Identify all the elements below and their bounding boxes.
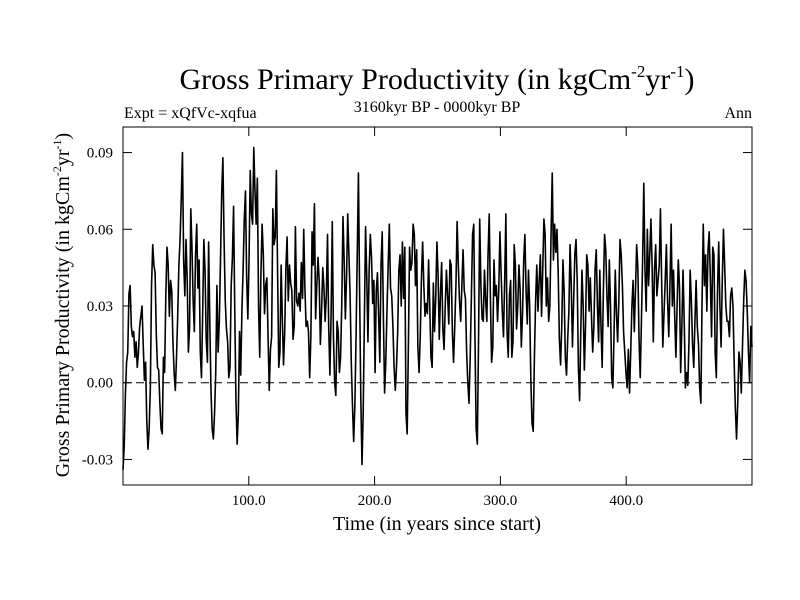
subtitle-experiment: Expt = xQfVc-xqfua (124, 105, 257, 122)
title-main: Gross Primary Productivity (in kgCm (180, 63, 632, 96)
plot-frame (122, 126, 753, 486)
x-tick-label: 100.0 (232, 493, 266, 509)
x-tick-label: 300.0 (484, 493, 518, 509)
series-line-1 (122, 146, 753, 470)
y-axis-label: Gross Primary Productivity (in kgCm-2yr-… (50, 133, 74, 477)
ylabel-main: Gross Primary Productivity (in kgCm (52, 176, 74, 478)
chart-title: Gross Primary Productivity (in kgCm-2yr-… (180, 62, 695, 96)
y-tick-label: 0.03 (87, 299, 113, 315)
y-tick-label: 0.06 (87, 222, 114, 238)
subtitle-time-range: 3160kyr BP - 0000kyr BP (354, 99, 521, 116)
x-tick-label: 200.0 (358, 493, 392, 509)
ylabel-mid: yr (52, 149, 74, 166)
title-sup-1: -2 (631, 62, 645, 81)
ylabel-sup-2: -1 (50, 139, 64, 149)
subtitle-season: Ann (724, 105, 752, 122)
title-sup-2: -1 (670, 62, 684, 81)
y-tick-label: -0.03 (82, 452, 113, 468)
ylabel-end: ) (52, 133, 74, 140)
x-axis-label: Time (in years since start) (333, 513, 541, 535)
y-tick-label: 0.09 (87, 146, 113, 162)
x-tick-label: 400.0 (609, 493, 643, 509)
y-tick-label: 0.00 (87, 376, 113, 392)
ylabel-sup-1: -2 (50, 166, 64, 176)
title-mid: yr (645, 63, 670, 96)
title-end: ) (685, 63, 695, 96)
